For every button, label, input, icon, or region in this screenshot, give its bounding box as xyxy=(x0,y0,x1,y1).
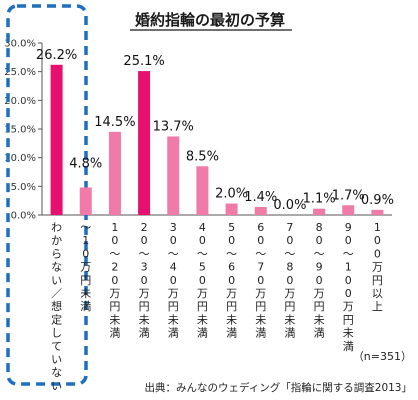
value-label: 26.2% xyxy=(36,48,77,63)
value-label: 1.7% xyxy=(332,188,365,203)
category-label: 6 0 ～ 7 0 万円未満 xyxy=(255,221,266,340)
value-label: 25.1% xyxy=(123,54,164,69)
y-axis: 0.0% 5.0% 10.0% 15.0% 20.0% 25.0% 30.0% xyxy=(4,39,392,222)
value-label: 2.0% xyxy=(215,187,248,202)
bar xyxy=(108,131,121,215)
category-label: 2 0 ～ 3 0 万円未満 xyxy=(139,221,150,340)
category-label: 1 0 ～ 2 0 万円未満 xyxy=(109,221,120,340)
bar xyxy=(79,187,92,215)
y-tick-label: 30.0% xyxy=(4,39,36,50)
y-tick-label: 10.0% xyxy=(4,153,36,164)
category-label: 1 0 0 万円以上 xyxy=(372,221,383,313)
bar xyxy=(138,71,151,216)
value-label: 8.5% xyxy=(186,149,219,164)
y-tick-label: 15.0% xyxy=(4,125,36,136)
value-labels: 26.2% 4.8% 14.5% 25.1% 13.7% 8.5% 2.0%1.4%0.0%… xyxy=(36,48,394,213)
chart-title: 婚約指輪の最初の予算 xyxy=(135,11,285,29)
bars xyxy=(50,64,384,216)
value-label: 1.4% xyxy=(244,190,277,205)
y-tick-label: 20.0% xyxy=(4,96,36,107)
bar xyxy=(313,208,326,215)
dashed-highlight-box xyxy=(6,4,88,386)
value-label: 1.1% xyxy=(303,192,336,207)
category-label: ～ 1 0 万円未満 xyxy=(80,221,91,313)
sample-size-note: （n=351） xyxy=(353,350,412,363)
category-labels: わからない／想定していない ～ 1 0 万円未満 1 0 ～ 2 0 万円未満 2 0 ～ 3 0 万円未満 3 0… xyxy=(51,221,383,392)
category-label: わからない／想定していない xyxy=(51,221,62,392)
category-label: 9 0 ～ 1 0 0 万円未満 xyxy=(343,221,354,353)
bar xyxy=(254,206,267,215)
value-label: 14.5% xyxy=(94,115,135,130)
category-label: 4 0 ～ 5 0 万円未満 xyxy=(197,221,208,340)
bar xyxy=(342,205,355,215)
value-label: 13.7% xyxy=(153,119,194,134)
category-label: 7 0 ～ 8 0 万円未満 xyxy=(284,221,295,340)
y-tick-label: 0.0% xyxy=(11,211,36,222)
bar xyxy=(196,166,209,215)
value-label: 0.9% xyxy=(361,193,394,208)
bar xyxy=(225,203,238,215)
y-tick-label: 25.0% xyxy=(4,67,36,78)
source-note: 出典：みんなのウェディング「指輪に関する調査2013」 xyxy=(145,381,413,394)
category-label: 5 0 ～ 6 0 万円未満 xyxy=(226,221,237,340)
bar xyxy=(50,64,63,215)
y-tick-label: 5.0% xyxy=(11,182,36,193)
category-label: 3 0 ～ 4 0 万円未満 xyxy=(168,221,179,340)
bar xyxy=(371,209,384,215)
highlight-box xyxy=(6,4,88,386)
value-label: 4.8% xyxy=(69,156,102,171)
bar xyxy=(167,136,180,215)
category-label: 8 0 ～ 9 0 万円未満 xyxy=(314,221,325,340)
value-label: 0.0% xyxy=(273,198,306,213)
